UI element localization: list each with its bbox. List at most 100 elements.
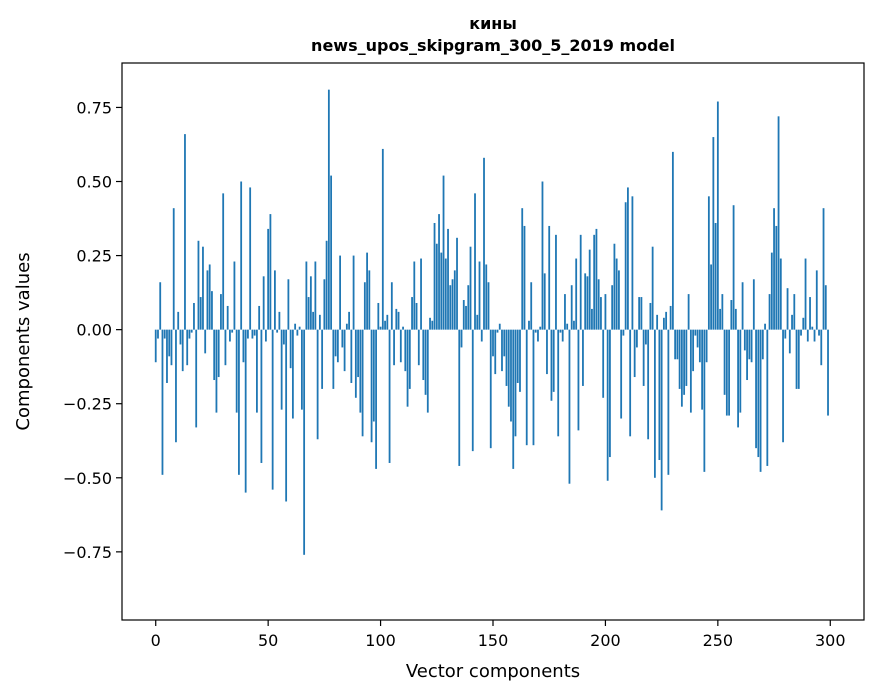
- bar: [530, 282, 533, 330]
- bar: [793, 294, 796, 330]
- bar: [746, 329, 748, 381]
- bar: [784, 329, 787, 339]
- bar: [206, 270, 209, 330]
- bar: [534, 329, 537, 333]
- bar: [462, 300, 465, 330]
- bar: [588, 249, 591, 330]
- bar: [386, 314, 389, 330]
- bar: [451, 279, 454, 330]
- bar: [712, 137, 715, 330]
- bar: [566, 323, 569, 330]
- bar: [278, 311, 281, 330]
- bar: [552, 329, 555, 392]
- bar: [408, 329, 411, 389]
- bar: [685, 329, 688, 386]
- bar: [336, 329, 339, 363]
- bar: [539, 326, 542, 330]
- bar: [458, 329, 461, 466]
- bar: [265, 329, 267, 342]
- bar: [397, 311, 400, 330]
- bar: [465, 305, 467, 330]
- bar: [725, 329, 728, 416]
- bar: [818, 329, 820, 336]
- bar: [768, 294, 771, 330]
- bar: [750, 329, 753, 363]
- bar: [773, 208, 775, 330]
- bar: [208, 264, 211, 330]
- bar: [352, 255, 355, 330]
- x-tick-label: 100: [365, 631, 396, 650]
- bar: [211, 291, 213, 330]
- bar: [714, 222, 717, 330]
- bar: [318, 314, 321, 330]
- bar: [575, 258, 578, 330]
- bar: [779, 258, 782, 330]
- bar: [289, 329, 292, 369]
- bar: [757, 329, 760, 458]
- bar: [582, 329, 584, 386]
- bar: [627, 187, 629, 330]
- bar: [199, 297, 202, 330]
- bar: [492, 329, 494, 357]
- bar: [730, 300, 733, 330]
- bar: [584, 273, 587, 330]
- bar: [402, 326, 404, 330]
- bar: [188, 329, 191, 339]
- bar: [827, 329, 829, 416]
- bar: [390, 282, 393, 330]
- bar: [707, 196, 710, 330]
- bar: [505, 329, 508, 386]
- bar: [564, 294, 566, 330]
- bar: [543, 273, 546, 330]
- bar: [777, 116, 780, 330]
- bar: [694, 329, 697, 336]
- bar: [478, 261, 481, 330]
- x-tick-label: 300: [815, 631, 846, 650]
- bar: [251, 329, 254, 339]
- bar: [811, 326, 814, 330]
- bar: [629, 329, 632, 437]
- x-tick-label: 250: [703, 631, 734, 650]
- bar: [249, 187, 252, 330]
- bar: [226, 305, 229, 330]
- bar: [559, 329, 562, 333]
- bar: [820, 329, 823, 366]
- bar: [361, 329, 364, 437]
- bar: [683, 329, 686, 395]
- bar: [300, 329, 303, 410]
- bar: [546, 329, 548, 375]
- bar: [406, 329, 409, 407]
- bar: [291, 329, 294, 419]
- bar: [743, 329, 746, 351]
- bar: [377, 302, 380, 330]
- bar: [723, 329, 726, 395]
- bar: [379, 326, 382, 330]
- bar: [172, 208, 175, 330]
- bar: [525, 329, 528, 446]
- bar: [444, 258, 447, 330]
- bar: [501, 329, 503, 372]
- bar: [548, 225, 551, 330]
- bar: [613, 243, 616, 330]
- bar: [710, 264, 712, 330]
- bar: [404, 329, 407, 372]
- bar: [719, 308, 721, 330]
- bar: [224, 329, 227, 366]
- bar: [813, 329, 816, 342]
- bar: [222, 193, 225, 330]
- bar: [339, 255, 341, 330]
- bar: [282, 329, 285, 345]
- bar: [561, 329, 564, 342]
- bar: [323, 279, 326, 330]
- bar: [521, 208, 524, 330]
- bar: [662, 317, 665, 330]
- bar: [420, 258, 422, 330]
- bar: [438, 214, 440, 330]
- bar: [271, 329, 274, 490]
- bar: [363, 282, 366, 330]
- bar: [375, 329, 377, 469]
- bar: [332, 329, 335, 389]
- bar: [285, 329, 288, 502]
- bar: [620, 329, 623, 419]
- bar: [161, 329, 164, 475]
